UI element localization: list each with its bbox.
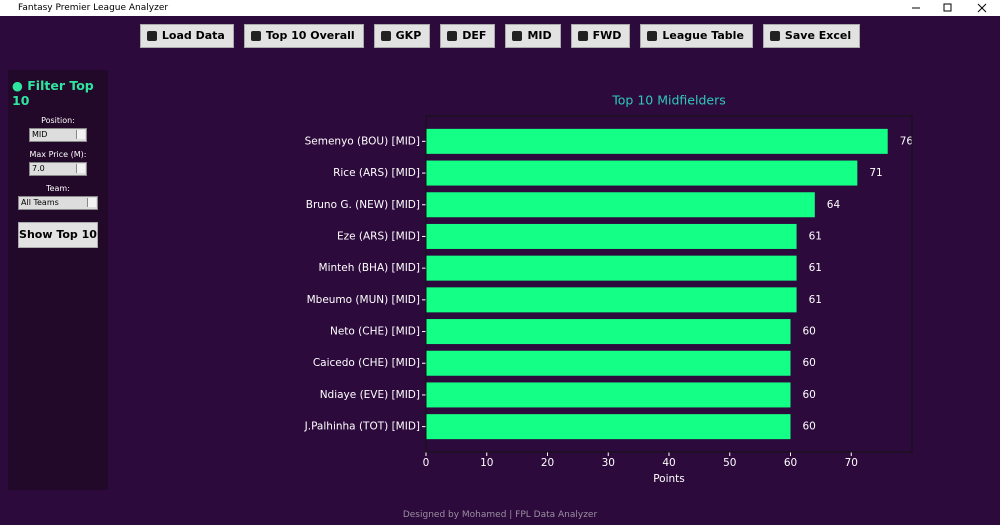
x-tick-label: 20 [541, 457, 554, 469]
chart: Top 10 Midfielders Points 0 10 20 30 40 50 60 70 S… [304, 93, 914, 486]
button-icon [647, 31, 658, 41]
y-tick-label: Eze (ARS) [MID] [337, 230, 420, 242]
team-select[interactable]: All Teams [18, 196, 98, 210]
toolbar-button[interactable]: FWD [570, 24, 631, 48]
chart-title: Top 10 Midfielders [611, 93, 725, 108]
button-label: League Table [662, 29, 744, 42]
team-label: Team: [46, 184, 70, 193]
price-select[interactable]: 7.0 [29, 162, 87, 176]
value-label: 76 [900, 135, 914, 147]
x-tick-label: 60 [784, 457, 797, 469]
window-title: Fantasy Premier League Analyzer [18, 3, 169, 13]
bar [426, 255, 797, 281]
sidebar-title-text: Filter Top 10 [12, 78, 94, 108]
button-label: GKP [395, 29, 422, 42]
x-tick-label: 10 [480, 457, 493, 469]
button-label: Load Data [161, 29, 225, 42]
button-icon [577, 31, 588, 41]
x-tick-label: 70 [845, 457, 858, 469]
x-tick-label: 50 [723, 457, 736, 469]
value-label: 60 [803, 421, 816, 433]
value-label: 64 [827, 199, 841, 211]
value-label: 61 [809, 262, 822, 274]
x-tick-label: 0 [423, 457, 430, 469]
sidebar-title: ● Filter Top 10 [12, 78, 94, 108]
button-label: MID [527, 29, 552, 42]
value-label: 61 [809, 294, 822, 306]
x-tick-label: 40 [662, 457, 675, 469]
y-tick-label: Semenyo (BOU) [MID] [305, 135, 420, 147]
position-select[interactable]: MID [29, 128, 87, 142]
value-label: 61 [809, 230, 822, 242]
button-label: FWD [592, 29, 622, 42]
window-controls [912, 3, 987, 13]
button-icon [380, 31, 391, 41]
price-label: Max Price (M): [29, 150, 87, 159]
toolbar-button[interactable]: League Table [640, 24, 753, 48]
x-axis-label: Points [653, 473, 685, 485]
bar [426, 350, 791, 376]
x-tick-label: 30 [602, 457, 615, 469]
toolbar-button[interactable]: Load Data [139, 24, 234, 48]
button-label: Top 10 Overall [265, 29, 355, 42]
toolbar: Load Data Top 10 Overall GKP DEF MID FWD Leagu… [0, 24, 1000, 48]
button-label: Save Excel [784, 29, 852, 42]
bar [426, 319, 791, 345]
value-label: 60 [803, 389, 816, 401]
toolbar-button[interactable]: GKP [373, 24, 431, 48]
y-tick-label: Mbeumo (MUN) [MID] [307, 294, 420, 306]
position-label: Position: [41, 116, 75, 125]
y-tick-label: J.Palhinha (TOT) [MID] [304, 421, 420, 433]
bar [426, 160, 858, 186]
y-tick-label: Rice (ARS) [MID] [333, 167, 420, 179]
button-icon [447, 31, 458, 41]
toolbar-button[interactable]: DEF [440, 24, 496, 48]
bar [426, 287, 797, 313]
toolbar-button[interactable]: Save Excel [762, 24, 861, 48]
value-label: 60 [803, 326, 816, 338]
y-tick-label: Bruno G. (NEW) [MID] [306, 199, 420, 211]
y-tick-label: Caicedo (CHE) [MID] [313, 357, 420, 369]
plot-frame [425, 115, 913, 453]
sidebar: ● Filter Top 10 Position: MID Max Price … [8, 70, 108, 490]
footer: Designed by Mohamed | FPL Data Analyzer [402, 510, 598, 520]
bar [426, 223, 797, 249]
button-icon [512, 31, 523, 41]
button-icon [146, 31, 157, 41]
bar [426, 382, 791, 408]
y-tick-label: Minteh (BHA) [MID] [319, 262, 420, 274]
button-icon [250, 31, 261, 41]
title-bar: Fantasy Premier League Analyzer [0, 0, 1000, 16]
bar [426, 414, 791, 440]
bar [426, 192, 815, 218]
y-tick-label: Ndiaye (EVE) [MID] [320, 389, 420, 401]
button-icon [769, 31, 780, 41]
toolbar-button[interactable]: MID [505, 24, 561, 48]
show-button[interactable]: Show Top 10 [18, 222, 98, 248]
value-label: 71 [869, 167, 882, 179]
bar [426, 128, 888, 154]
y-tick-label: Neto (CHE) [MID] [330, 326, 420, 338]
toolbar-button[interactable]: Top 10 Overall [243, 24, 364, 48]
value-label: 60 [803, 357, 816, 369]
button-label: DEF [462, 29, 487, 42]
